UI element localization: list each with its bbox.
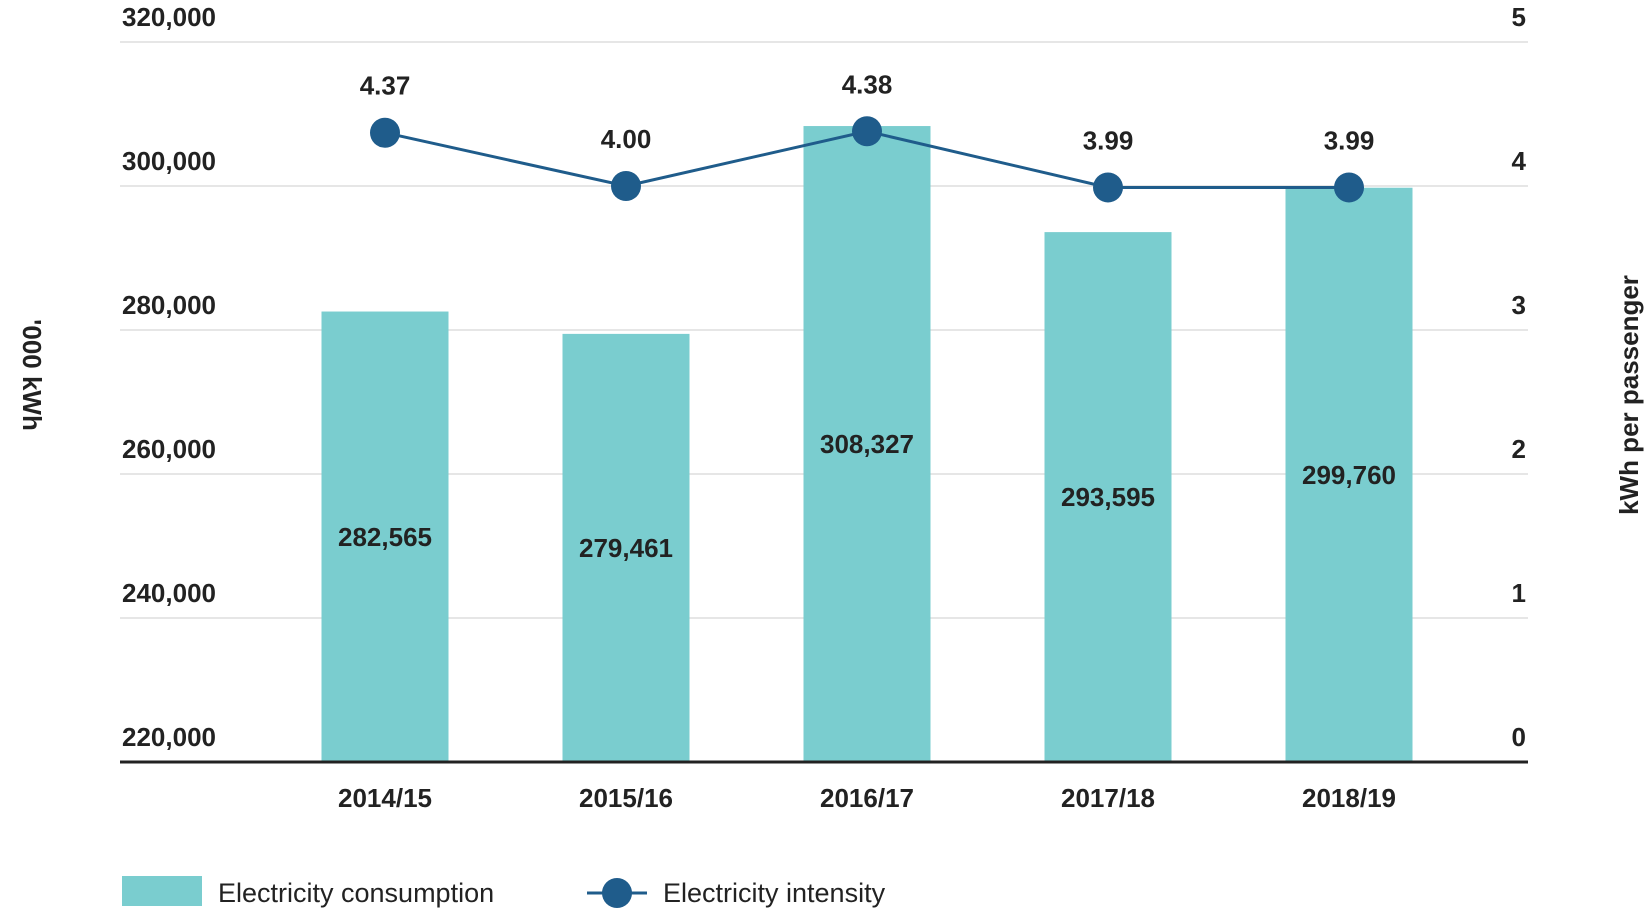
legend-bar-swatch <box>122 876 202 906</box>
intensity-line-marker <box>1093 172 1123 203</box>
intensity-line-marker <box>370 117 400 148</box>
axes: 220,000 240,000 260,000 280,000 300,000 320,0… <box>120 2 1528 813</box>
right-axis-tick-label: 1 <box>1512 578 1526 608</box>
line-value-label: 3.99 <box>1324 125 1375 155</box>
bar-value-label: 299,760 <box>1302 460 1396 490</box>
bar-series-electricity-consumption <box>321 126 1413 763</box>
left-axis-tick-label: 320,000 <box>122 2 216 32</box>
x-axis-category-label: 2014/15 <box>338 783 432 813</box>
bar-value-label: 293,595 <box>1061 482 1155 512</box>
left-axis-tick-label: 220,000 <box>122 722 216 752</box>
legend-item-intensity: Electricity intensity <box>587 878 886 908</box>
legend: Electricity consumption Electricity inte… <box>122 876 886 908</box>
intensity-line-marker <box>1334 172 1364 203</box>
x-axis-category-label: 2015/16 <box>579 783 673 813</box>
bar-electricity-consumption <box>803 126 931 763</box>
x-axis-category-label: 2017/18 <box>1061 783 1155 813</box>
right-axis-tick-label: 2 <box>1512 434 1526 464</box>
left-axis-title: '000 kWh <box>17 319 47 431</box>
data-labels: 282,565 279,461 308,327 293,595 299,760 4.37 4… <box>338 69 1396 563</box>
line-value-label: 4.38 <box>842 69 893 99</box>
legend-intensity-label: Electricity intensity <box>663 878 886 908</box>
bar-value-label: 279,461 <box>579 533 673 563</box>
intensity-line-marker <box>852 116 882 147</box>
line-series-electricity-intensity <box>370 116 1364 203</box>
right-axis-tick-label: 0 <box>1512 722 1526 752</box>
right-axis-title: kWh per passenger <box>1614 275 1644 515</box>
right-axis-tick-label: 3 <box>1512 290 1526 320</box>
left-axis-tick-label: 300,000 <box>122 146 216 176</box>
bar-electricity-consumption <box>321 311 449 762</box>
bar-electricity-consumption <box>1285 187 1413 762</box>
x-axis-category-label: 2016/17 <box>820 783 914 813</box>
legend-line-marker <box>602 878 632 908</box>
left-axis-tick-label: 240,000 <box>122 578 216 608</box>
right-axis-tick-label: 4 <box>1512 146 1527 176</box>
left-axis-tick-label: 280,000 <box>122 290 216 320</box>
bar-value-label: 308,327 <box>820 429 914 459</box>
left-axis-tick-label: 260,000 <box>122 434 216 464</box>
line-value-label: 4.37 <box>360 71 411 101</box>
bar-value-label: 282,565 <box>338 522 432 552</box>
legend-consumption-label: Electricity consumption <box>218 878 494 908</box>
x-axis-category-label: 2018/19 <box>1302 783 1396 813</box>
line-value-label: 4.00 <box>601 124 652 154</box>
bar-electricity-consumption <box>1044 232 1172 763</box>
line-value-label: 3.99 <box>1083 125 1134 155</box>
right-axis-tick-label: 5 <box>1512 2 1526 32</box>
intensity-line-marker <box>611 171 641 201</box>
bar-electricity-consumption <box>562 333 690 762</box>
legend-item-consumption: Electricity consumption <box>122 876 494 908</box>
